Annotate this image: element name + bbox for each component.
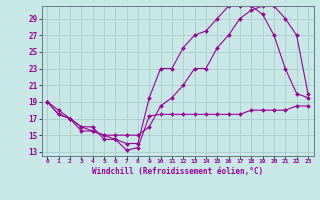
X-axis label: Windchill (Refroidissement éolien,°C): Windchill (Refroidissement éolien,°C)	[92, 167, 263, 176]
